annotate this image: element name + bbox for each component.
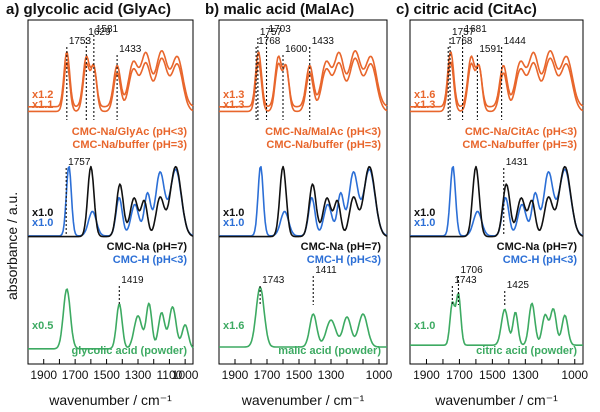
scale-factor: x1.6 [223, 320, 244, 332]
series-label: CMC-H (pH<3) [113, 254, 188, 266]
peak-label: 1681 [465, 24, 488, 35]
trace-acid-mixture [410, 50, 584, 108]
trace-cmc-na [28, 165, 194, 238]
x-tick-label: 1300 [512, 368, 539, 382]
series-label: CMC-Na/buffer (pH=3) [462, 139, 577, 151]
scale-factor: x0.5 [32, 320, 53, 332]
scale-factor: x1.0 [32, 217, 53, 229]
trace-buffer [410, 57, 584, 113]
x-tick-label: 1300 [318, 368, 345, 382]
peak-label: 1768 [258, 36, 281, 47]
peak-label: 1425 [507, 280, 530, 291]
scale-factor: x1.0 [223, 217, 244, 229]
series-label: malic acid (powder) [278, 345, 381, 357]
peak-label: 1757 [452, 27, 475, 38]
trace-buffer [28, 57, 194, 113]
x-tick-label: 1900 [222, 368, 249, 382]
peak-label: 1743 [262, 275, 285, 286]
x-tick-label: 1300 [125, 368, 152, 382]
panel-title: b) malic acid (MalAc) [205, 1, 354, 18]
x-tick-label: 1900 [30, 368, 57, 382]
plot-frame [27, 19, 194, 365]
x-tick-label: 1000 [561, 368, 588, 382]
x-tick-label: 1000 [172, 368, 199, 382]
panel-2: b) malic acid (MalAc) 1900 1700 1500 1300 100… [205, 1, 393, 408]
series-label: CMC-Na (pH=7) [301, 241, 382, 253]
x-tick-label: 1700 [62, 368, 89, 382]
trace-cmc-na [410, 165, 584, 238]
x-axis-label: wavenumber / cm⁻¹ [241, 392, 365, 408]
peak-label: 1757 [260, 27, 283, 38]
series-label: CMC-H (pH<3) [307, 254, 382, 266]
x-axis-label: wavenumber / cm⁻¹ [48, 392, 172, 408]
trace-buffer [219, 57, 388, 113]
x-tick-label: 1500 [479, 368, 506, 382]
series-label: CMC-H (pH<3) [503, 254, 578, 266]
x-tick-label: 1700 [446, 368, 473, 382]
trace-cmc-na [219, 165, 388, 238]
series-label: CMC-Na (pH=7) [107, 241, 188, 253]
x-tick-label: 1700 [254, 368, 281, 382]
scale-factor: x1.0 [223, 207, 244, 219]
panel-title: c) citric acid (CitAc) [396, 1, 537, 18]
peak-label: 1433 [119, 44, 142, 55]
scale-factor: x1.3 [414, 99, 435, 111]
peak-label: 1591 [479, 44, 502, 55]
x-axis-label: wavenumber / cm⁻¹ [434, 392, 558, 408]
series-label: CMC-Na/CitAc (pH<3) [465, 126, 577, 138]
peak-label: 1743 [454, 275, 477, 286]
series-label: CMC-Na/buffer (pH=3) [72, 139, 187, 151]
plot-frame [409, 19, 584, 365]
scale-factor: x1.3 [223, 89, 244, 101]
trace-acid-powder [219, 286, 387, 348]
x-tick-label: 1900 [413, 368, 440, 382]
peak-label: 1431 [506, 157, 529, 168]
x-tick-label: 1000 [366, 368, 393, 382]
series-label: glycolic acid (powder) [71, 345, 187, 357]
scale-factor: x1.1 [32, 99, 53, 111]
trace-acid-mixture [219, 50, 388, 108]
scale-factor: x1.6 [414, 89, 435, 101]
scale-factor: x1.3 [223, 99, 244, 111]
panel-title: a) glycolic acid (GlyAc) [6, 1, 171, 18]
scale-factor: x1.2 [32, 89, 53, 101]
peak-label: 1581 [96, 24, 119, 35]
peak-label: 1419 [121, 275, 144, 286]
peak-label: 1703 [269, 24, 292, 35]
panel-1: a) glycolic acid (GlyAc) 1900 1700 1500 1300… [6, 1, 199, 408]
panel-3: c) citric acid (CitAc) 1900 1700 1500 1300 10… [396, 1, 588, 408]
scale-factor: x1.0 [414, 217, 435, 229]
scale-factor: x1.0 [414, 320, 435, 332]
trace-acid-powder [28, 288, 194, 350]
peak-label: 1706 [460, 265, 483, 276]
series-label: citric acid (powder) [476, 345, 577, 357]
x-tick-label: 1500 [286, 368, 313, 382]
x-tick-label: 1500 [93, 368, 120, 382]
y-axis-label: absorbance / a.u. [4, 192, 20, 300]
peak-label: 1600 [285, 44, 308, 55]
x-tick-label: 1100 [157, 368, 183, 382]
peak-label: 1433 [312, 36, 335, 47]
trace-acid-powder [410, 292, 583, 346]
peak-label: 1629 [88, 27, 111, 38]
peak-label: 1444 [504, 36, 527, 47]
plot-frame [218, 19, 388, 365]
series-label: CMC-Na (pH=7) [497, 241, 578, 253]
peak-label: 1753 [69, 36, 92, 47]
peak-label: 1757 [68, 157, 91, 168]
scale-factor: x1.0 [414, 207, 435, 219]
trace-acid-mixture [28, 50, 194, 108]
series-label: CMC-Na/buffer (pH=3) [266, 139, 381, 151]
series-label: CMC-Na/GlyAc (pH<3) [72, 126, 188, 138]
peak-label: 1768 [450, 36, 473, 47]
peak-label: 1411 [315, 265, 337, 276]
series-label: CMC-Na/MalAc (pH<3) [265, 126, 381, 138]
scale-factor: x1.0 [32, 207, 53, 219]
